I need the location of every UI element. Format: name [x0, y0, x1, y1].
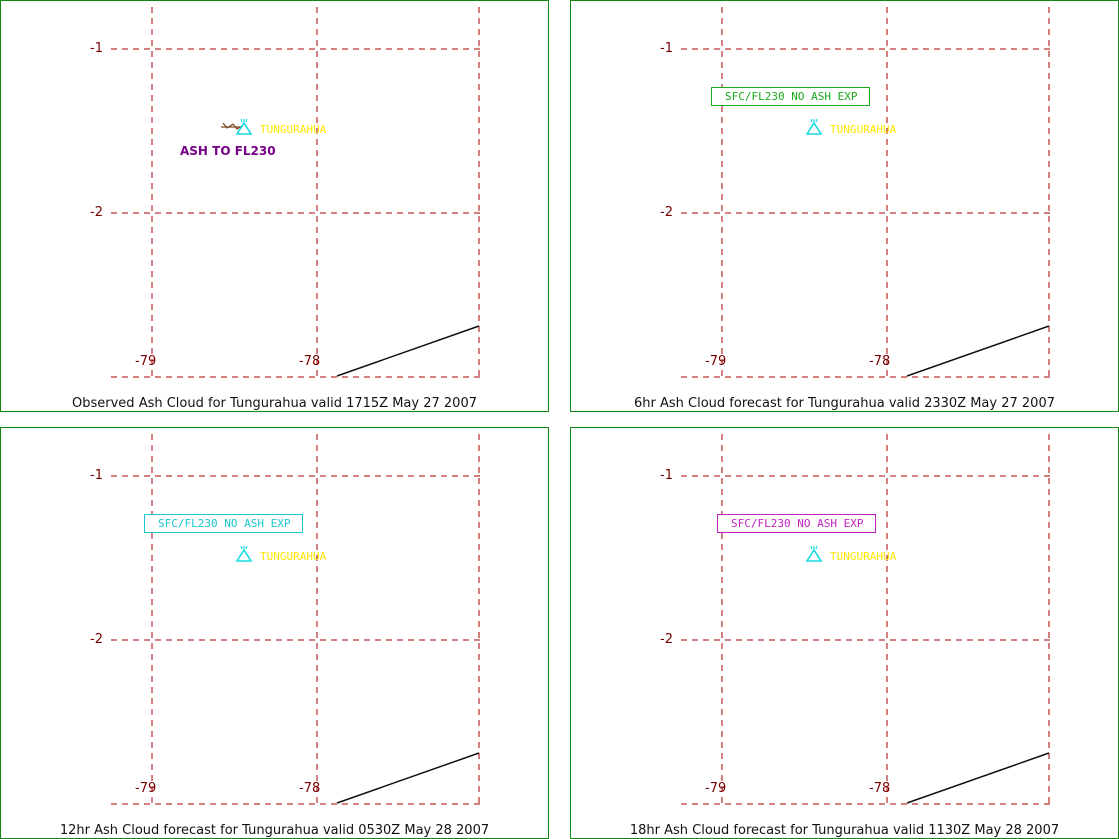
map-graphics	[111, 7, 481, 378]
lat-label-minus-2: -2	[90, 632, 103, 647]
ash-cloud-label: ASH TO FL230	[180, 144, 276, 158]
panel-caption: 18hr Ash Cloud forecast for Tungurahua v…	[629, 823, 1060, 838]
panel-6hr-forecast: -1 -2 -79 -78 SFC/FL230 NO ASH EXP TUNGU…	[570, 0, 1119, 412]
volcano-label: TUNGURAHUA	[260, 550, 327, 563]
volcano-label: TUNGURAHUA	[830, 550, 897, 563]
coastline	[906, 325, 1050, 377]
map-graphics	[681, 7, 1051, 378]
graticule	[681, 7, 1051, 378]
coastline	[336, 752, 480, 804]
lat-label-minus-1: -1	[90, 41, 103, 56]
panel-observed: -1 -2 -79 -78 TUNGURAHUA ASH TO FL230 Ob…	[0, 0, 549, 412]
lon-label-minus-78: -78	[299, 354, 321, 369]
coastline	[336, 325, 480, 377]
panel-caption: 6hr Ash Cloud forecast for Tungurahua va…	[634, 396, 1055, 411]
lon-label-minus-78: -78	[299, 781, 321, 796]
graticule	[111, 7, 481, 378]
lat-label-minus-1: -1	[90, 468, 103, 483]
panel-caption: Observed Ash Cloud for Tungurahua valid …	[72, 396, 477, 411]
advisory-box: SFC/FL230 NO ASH EXP	[144, 514, 304, 533]
observed-ash-plume	[221, 122, 243, 130]
coastline	[906, 752, 1050, 804]
volcano-label: TUNGURAHUA	[260, 123, 327, 136]
map-graphics	[681, 434, 1051, 805]
panel-caption: 12hr Ash Cloud forecast for Tungurahua v…	[59, 823, 490, 838]
lon-label-minus-79: -79	[705, 354, 727, 369]
volcano-icon	[804, 546, 824, 566]
volcano-icon	[804, 119, 824, 139]
graticule	[681, 434, 1051, 805]
volcano-label: TUNGURAHUA	[830, 123, 897, 136]
panel-12hr-forecast: -1 -2 -79 -78 SFC/FL230 NO ASH EXP TUNGU…	[0, 427, 549, 839]
volcano-icon	[234, 119, 254, 139]
lon-label-minus-78: -78	[869, 781, 891, 796]
lat-label-minus-2: -2	[660, 632, 673, 647]
lon-label-minus-79: -79	[135, 354, 157, 369]
volcano-icon	[234, 546, 254, 566]
lat-label-minus-2: -2	[660, 205, 673, 220]
panel-18hr-forecast: -1 -2 -79 -78 SFC/FL230 NO ASH EXP TUNGU…	[570, 427, 1119, 839]
lon-label-minus-79: -79	[135, 781, 157, 796]
lat-label-minus-1: -1	[660, 468, 673, 483]
map-graphics	[111, 434, 481, 805]
graticule	[111, 434, 481, 805]
lat-label-minus-2: -2	[90, 205, 103, 220]
advisory-box: SFC/FL230 NO ASH EXP	[711, 87, 871, 106]
lon-label-minus-78: -78	[869, 354, 891, 369]
advisory-box: SFC/FL230 NO ASH EXP	[717, 514, 877, 533]
lat-label-minus-1: -1	[660, 41, 673, 56]
lon-label-minus-79: -79	[705, 781, 727, 796]
